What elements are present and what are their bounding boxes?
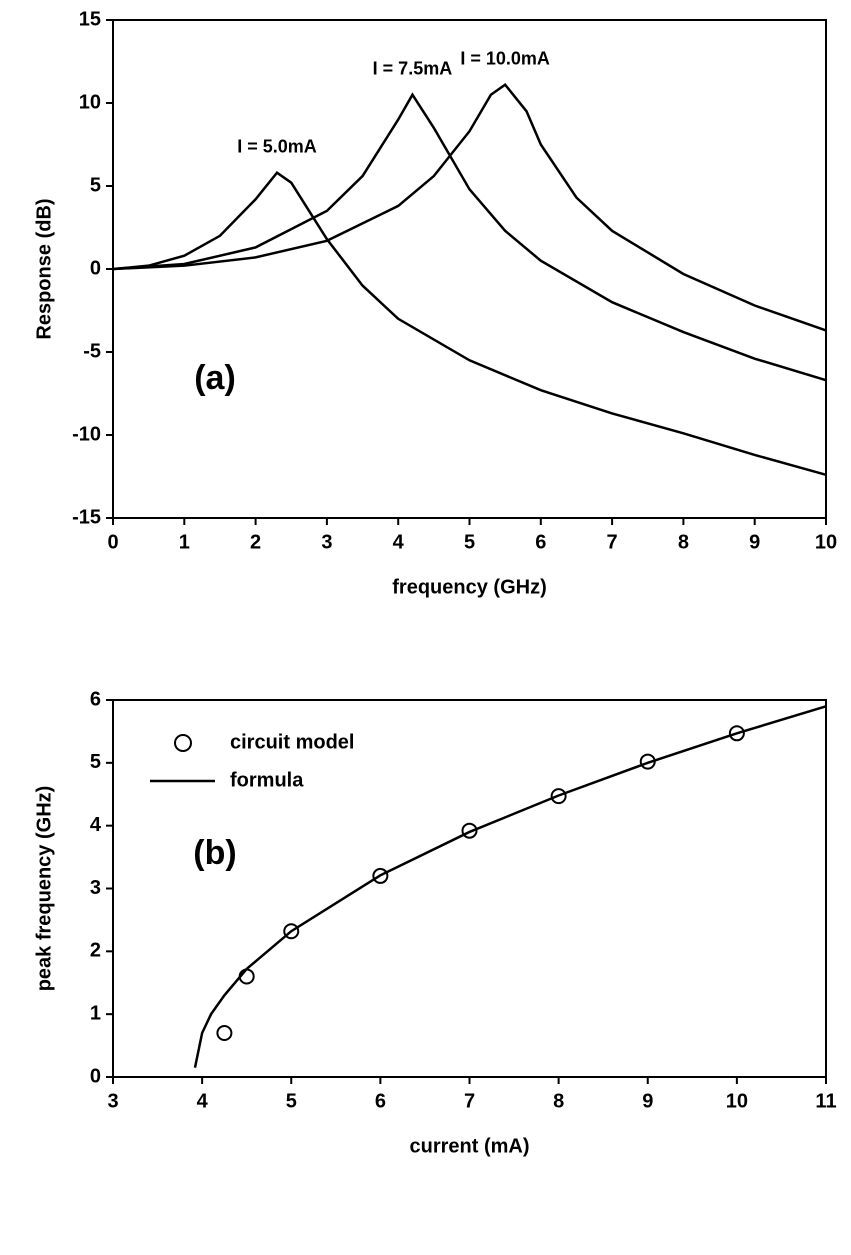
x-tick-label: 3 bbox=[107, 1090, 118, 1112]
data-point bbox=[728, 725, 745, 742]
series-line bbox=[112, 83, 827, 332]
data-point bbox=[283, 923, 300, 940]
x-tick-label: 10 bbox=[815, 531, 837, 553]
x-tick-label: 11 bbox=[815, 1090, 836, 1112]
legend-marker bbox=[174, 734, 192, 752]
y-axis-label: Response (dB) bbox=[33, 198, 55, 339]
data-point bbox=[461, 822, 478, 839]
y-tick-label: 5 bbox=[90, 751, 101, 773]
x-tick-label: 5 bbox=[286, 1090, 297, 1112]
x-axis-label: frequency (GHz) bbox=[392, 576, 546, 598]
x-tick-label: 2 bbox=[250, 531, 261, 553]
x-tick-label: 7 bbox=[607, 531, 618, 553]
y-tick-label: 5 bbox=[90, 174, 101, 196]
y-tick-label: 3 bbox=[90, 877, 101, 899]
plot-frame bbox=[112, 699, 827, 1078]
x-tick-label: 6 bbox=[375, 1090, 386, 1112]
x-tick-label: 5 bbox=[464, 531, 475, 553]
y-tick-label: 2 bbox=[90, 940, 101, 962]
data-point bbox=[216, 1025, 233, 1042]
x-tick-label: 10 bbox=[726, 1090, 748, 1112]
x-tick-label: 8 bbox=[553, 1090, 564, 1112]
x-tick-label: 9 bbox=[642, 1090, 653, 1112]
panel-label: (b) bbox=[193, 834, 236, 872]
x-tick-label: 4 bbox=[197, 1090, 209, 1112]
panel-label: (a) bbox=[194, 359, 236, 397]
x-tick-label: 7 bbox=[464, 1090, 475, 1112]
y-tick-label: -5 bbox=[83, 340, 101, 362]
curve-label: I = 7.5mA bbox=[373, 58, 453, 78]
x-tick-label: 9 bbox=[749, 531, 760, 553]
y-tick-label: -10 bbox=[72, 423, 101, 445]
x-axis-label: current (mA) bbox=[409, 1135, 529, 1157]
y-tick-label: 15 bbox=[79, 8, 101, 30]
y-tick-label: 6 bbox=[90, 688, 101, 710]
x-tick-label: 3 bbox=[321, 531, 332, 553]
legend-label: formula bbox=[230, 769, 304, 791]
data-point bbox=[550, 788, 567, 805]
series-line bbox=[112, 92, 827, 382]
curve-label: I = 5.0mA bbox=[237, 136, 317, 156]
x-tick-label: 0 bbox=[107, 531, 118, 553]
x-tick-label: 6 bbox=[535, 531, 546, 553]
y-tick-label: 0 bbox=[90, 1065, 101, 1087]
y-tick-label: 10 bbox=[79, 91, 101, 113]
curve-label: I = 10.0mA bbox=[460, 48, 550, 68]
series-line bbox=[112, 171, 827, 477]
series-line bbox=[193, 705, 827, 1068]
x-tick-label: 1 bbox=[179, 531, 190, 553]
legend-label: circuit model bbox=[230, 731, 354, 753]
y-tick-label: 1 bbox=[90, 1002, 101, 1024]
y-axis-label: peak frequency (GHz) bbox=[33, 786, 55, 992]
y-tick-label: 0 bbox=[90, 257, 101, 279]
y-tick-label: -15 bbox=[72, 506, 101, 528]
x-tick-label: 4 bbox=[393, 531, 405, 553]
x-tick-label: 8 bbox=[678, 531, 689, 553]
y-tick-label: 4 bbox=[90, 814, 102, 836]
data-point bbox=[372, 867, 389, 884]
